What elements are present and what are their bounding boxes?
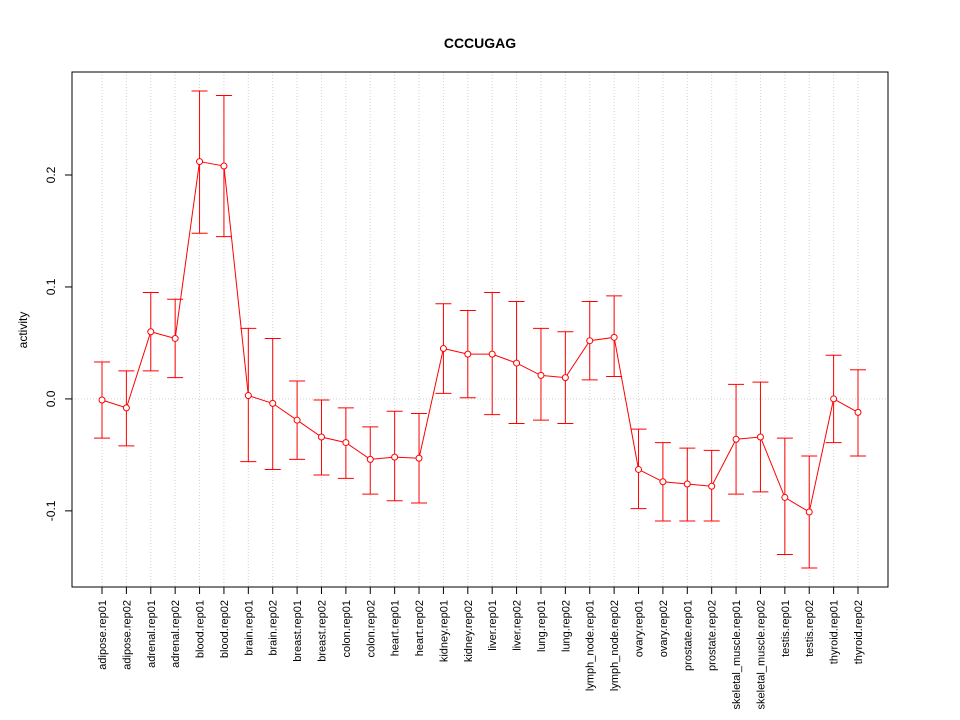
x-tick-label: testis.rep01 [780, 600, 792, 657]
data-point [415, 454, 423, 462]
x-tick-label: heart.rep01 [390, 600, 402, 656]
data-point [805, 508, 813, 516]
data-point [147, 328, 155, 336]
y-axis-label: activity [16, 312, 30, 349]
x-tick-label: brain.rep01 [243, 600, 255, 656]
data-point [244, 392, 252, 400]
x-tick-label: breast.rep01 [292, 600, 304, 662]
x-tick-label: prostate.rep02 [707, 600, 719, 671]
data-point [317, 433, 325, 441]
x-tick-label: blood.rep02 [219, 600, 231, 658]
plot-frame [71, 71, 889, 588]
data-point [683, 480, 691, 488]
data-point [293, 416, 301, 424]
data-point [391, 453, 399, 461]
x-tick-label: thyroid.rep02 [853, 600, 865, 664]
y-tick-label: 0.0 [44, 390, 58, 407]
x-tick-label: heart.rep02 [414, 600, 426, 656]
x-tick-label: lymph_node.rep01 [585, 600, 597, 691]
data-point [561, 374, 569, 382]
x-tick-label: kidney.rep02 [463, 600, 475, 662]
x-tick-label: adrenal.rep01 [146, 600, 158, 668]
x-tick-label: blood.rep01 [195, 600, 207, 658]
x-tick-label: testis.rep02 [804, 600, 816, 657]
data-point [513, 359, 521, 367]
grid [72, 72, 888, 587]
data-point [171, 334, 179, 342]
x-tick-label: adipose.rep01 [97, 600, 109, 670]
series [94, 90, 866, 569]
data-point [610, 333, 618, 341]
x-tick-label: lymph_node.rep02 [609, 600, 621, 691]
axes: adipose.rep01 adipose.rep02 adrenal.rep01 a… [44, 166, 865, 709]
x-tick-label: thyroid.rep01 [829, 600, 841, 664]
data-point [196, 158, 204, 166]
data-point [635, 465, 643, 473]
data-point [708, 482, 716, 490]
x-tick-label: lung.rep02 [560, 600, 572, 652]
x-tick-label: ovary.rep02 [658, 600, 670, 657]
x-tick-label: adrenal.rep02 [170, 600, 182, 668]
x-tick-label: colon.rep02 [365, 600, 377, 658]
y-tick-label: 0.1 [44, 278, 58, 295]
x-tick-label: lung.rep01 [536, 600, 548, 652]
data-point [659, 478, 667, 486]
series-line [101, 160, 859, 513]
data-point [269, 399, 277, 407]
data-point [732, 435, 740, 443]
data-point [756, 433, 764, 441]
x-tick-label: adipose.rep02 [121, 600, 133, 670]
data-point [342, 439, 350, 447]
data-point [220, 162, 228, 170]
x-tick-label: skeletal_muscle.rep02 [755, 600, 767, 709]
data-point [464, 350, 472, 358]
y-tick-label: 0.2 [44, 166, 58, 183]
x-tick-label: colon.rep01 [341, 600, 353, 658]
chart-title: CCCUGAG [444, 35, 516, 51]
data-point [586, 337, 594, 345]
x-tick-label: liver.rep01 [487, 600, 499, 651]
data-point [854, 408, 862, 416]
data-point [439, 345, 447, 353]
x-tick-label: skeletal_muscle.rep01 [731, 600, 743, 709]
data-point [488, 350, 496, 358]
data-point [122, 404, 130, 412]
data-point [537, 371, 545, 379]
x-tick-label: prostate.rep01 [682, 600, 694, 671]
x-tick-label: breast.rep02 [316, 600, 328, 662]
x-tick-label: liver.rep02 [512, 600, 524, 651]
x-tick-label: ovary.rep01 [634, 600, 646, 657]
data-point [98, 396, 106, 404]
x-tick-label: brain.rep02 [268, 600, 280, 656]
data-point [830, 395, 838, 403]
x-tick-label: kidney.rep01 [438, 600, 450, 662]
data-point [366, 455, 374, 463]
data-point [781, 493, 789, 501]
y-tick-label: -0.1 [44, 500, 58, 521]
